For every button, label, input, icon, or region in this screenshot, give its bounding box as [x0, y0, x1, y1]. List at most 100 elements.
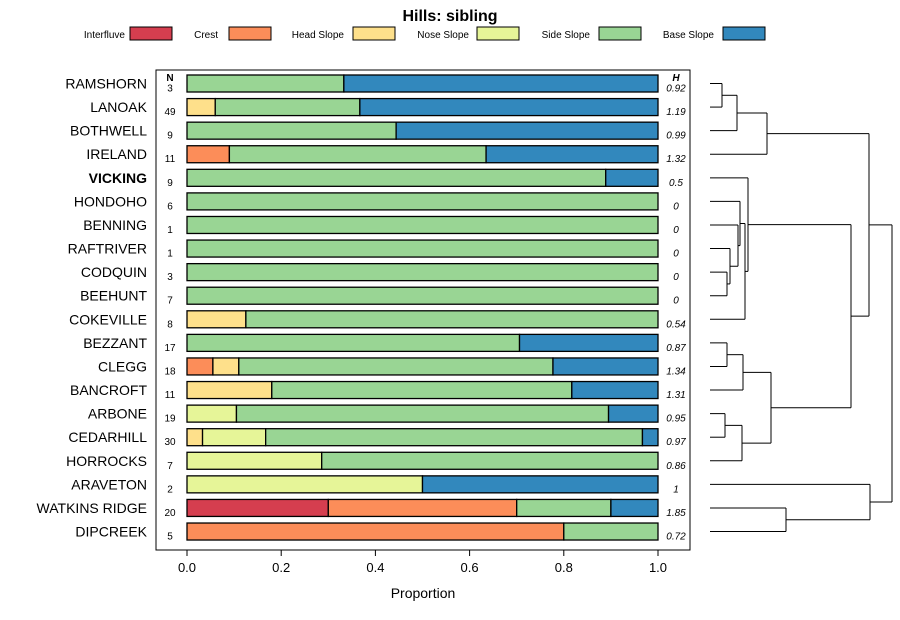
bar-segment-ramshorn-side-slope [186, 74, 345, 93]
h-value-ramshorn: 0.92 [666, 84, 686, 95]
h-value-clegg: 1.34 [666, 366, 686, 377]
h-value-beehunt: 0 [673, 296, 679, 307]
bar-segment-benning-side-slope [186, 215, 659, 235]
legend-swatch-nose-slope [476, 26, 520, 41]
bar-row-ramshorn [186, 74, 659, 93]
legend-label-crest: Crest [194, 30, 218, 41]
category-label-arbone: ARBONE [88, 406, 147, 422]
category-label-ireland: IRELAND [86, 146, 147, 162]
bar-segment-watkins-ridge-crest [327, 498, 518, 518]
bar-segment-cedarhill-nose-slope [201, 428, 267, 447]
h-value-araveton: 1 [673, 484, 679, 495]
bar-segment-horrocks-side-slope [321, 451, 659, 470]
legend-swatch-head-slope [352, 26, 396, 41]
bar-segment-vicking-base-slope [605, 168, 659, 187]
h-value-bancroft: 1.31 [666, 390, 685, 401]
bar-segment-lanoak-base-slope [359, 97, 659, 117]
n-value-cokeville: 8 [167, 319, 173, 330]
legend-label-nose-slope: Nose Slope [417, 30, 469, 41]
category-label-bezzant: BEZZANT [83, 335, 147, 351]
bar-segment-ireland-side-slope [228, 145, 487, 164]
bar-segment-vicking-side-slope [186, 168, 607, 187]
category-label-raftriver: RAFTRIVER [68, 241, 147, 257]
category-label-lanoak: LANOAK [90, 99, 147, 115]
bar-segment-cedarhill-side-slope [265, 428, 644, 447]
bar-segment-arbone-base-slope [607, 404, 659, 423]
bar-segment-lanoak-side-slope [214, 97, 361, 117]
bar-segment-bothwell-side-slope [186, 121, 397, 140]
h-value-bothwell: 0.99 [666, 131, 686, 142]
h-header: H [672, 73, 680, 84]
category-label-beehunt: BEEHUNT [80, 288, 147, 304]
h-value-raftriver: 0 [673, 249, 679, 260]
bar-segment-bezzant-base-slope [518, 333, 659, 353]
n-value-benning: 1 [167, 225, 173, 236]
bar-row-clegg [186, 357, 659, 376]
n-value-arbone: 19 [164, 414, 176, 425]
category-label-dipcreek: DIPCREEK [75, 524, 147, 540]
bar-row-benning [186, 215, 659, 235]
bar-segment-clegg-base-slope [552, 357, 659, 376]
x-tick-label-1: 0.2 [272, 560, 290, 575]
bar-row-raftriver [186, 239, 659, 258]
bar-segment-horrocks-nose-slope [186, 451, 323, 470]
bar-segment-ireland-crest [186, 145, 231, 164]
category-label-araveton: ARAVETON [71, 476, 147, 492]
n-value-beehunt: 7 [167, 296, 173, 307]
bar-segment-watkins-ridge-side-slope [516, 498, 612, 518]
bars [186, 74, 659, 541]
bar-row-codquin [186, 262, 659, 282]
bar-segment-hondoho-side-slope [186, 192, 659, 211]
plot-frame [155, 69, 691, 551]
legend: Interfluve Crest Head Slope Nose Slope Side … [84, 26, 766, 41]
category-label-codquin: CODQUIN [81, 264, 147, 280]
bar-segment-bancroft-base-slope [571, 380, 659, 400]
bar-segment-cedarhill-head-slope [186, 428, 204, 447]
n-value-ireland: 11 [165, 154, 176, 165]
bar-segment-raftriver-side-slope [186, 239, 659, 258]
bar-row-lanoak [186, 97, 659, 117]
bar-segment-watkins-ridge-interfluve [186, 498, 329, 518]
bar-row-bancroft [186, 380, 659, 400]
category-label-hondoho: HONDOHO [74, 193, 147, 209]
bar-segment-ramshorn-base-slope [343, 74, 659, 93]
h-value-lanoak: 1.19 [666, 107, 686, 118]
n-value-dipcreek: 5 [167, 532, 173, 543]
bar-segment-dipcreek-crest [186, 522, 565, 541]
bar-row-cokeville [186, 310, 659, 329]
h-value-hondoho: 0 [673, 201, 679, 212]
bar-row-araveton [186, 475, 659, 494]
n-value-hondoho: 6 [167, 201, 173, 212]
h-value-arbone: 0.95 [666, 414, 686, 425]
legend-label-interfluve: Interfluve [84, 30, 126, 41]
bar-row-cedarhill [186, 428, 659, 447]
bar-segment-cokeville-head-slope [186, 310, 247, 329]
bar-segment-araveton-nose-slope [186, 475, 424, 494]
x-tick-label-0: 0.0 [178, 560, 196, 575]
bar-row-dipcreek [186, 522, 659, 541]
bar-row-hondoho [186, 192, 659, 211]
category-label-bancroft: BANCROFT [70, 382, 147, 398]
category-label-bothwell: BOTHWELL [70, 123, 147, 139]
bar-segment-beehunt-side-slope [186, 286, 659, 305]
category-label-cokeville: COKEVILLE [69, 311, 147, 327]
category-label-ramshorn: RAMSHORN [65, 76, 147, 92]
n-value-cedarhill: 30 [164, 437, 176, 448]
h-value-horrocks: 0.86 [666, 461, 686, 472]
n-value-ramshorn: 3 [167, 84, 173, 95]
category-label-horrocks: HORROCKS [66, 453, 147, 469]
bar-row-watkins-ridge [186, 498, 659, 518]
bar-segment-cokeville-side-slope [245, 310, 659, 329]
x-tick-label-5: 1.0 [649, 560, 667, 575]
bar-segment-cedarhill-base-slope [641, 428, 659, 447]
legend-label-head-slope: Head Slope [292, 30, 345, 41]
legend-swatch-base-slope [722, 26, 766, 41]
n-value-araveton: 2 [167, 484, 173, 495]
n-value-bothwell: 9 [167, 131, 173, 142]
bar-segment-codquin-side-slope [186, 262, 659, 282]
x-axis: 0.0 0.2 0.4 0.6 0.8 1.0 [178, 550, 667, 575]
legend-label-base-slope: Base Slope [663, 30, 715, 41]
n-value-horrocks: 7 [167, 461, 173, 472]
bar-row-bezzant [186, 333, 659, 353]
